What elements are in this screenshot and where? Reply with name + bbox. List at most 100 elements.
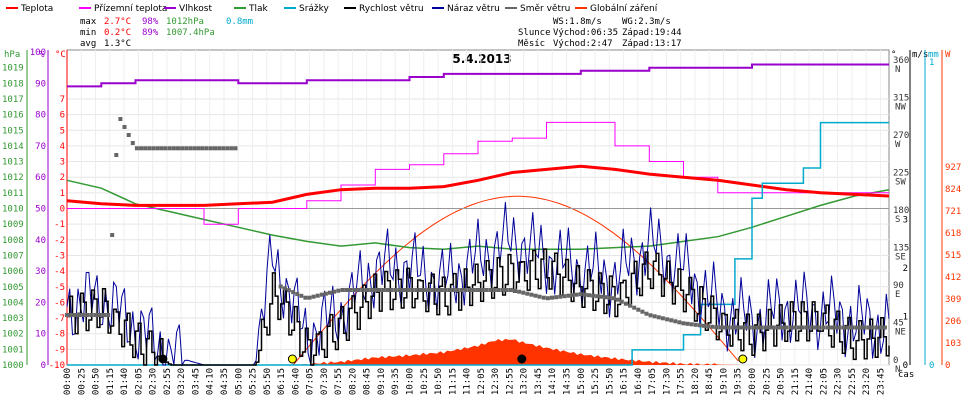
dir-tick-name-4: S: [895, 215, 900, 225]
smer-point: [106, 313, 111, 317]
dir-tick-deg-6: 270: [893, 131, 909, 141]
smer-point: [784, 325, 789, 330]
smer-point: [344, 288, 349, 292]
w-tick-5: 515: [945, 251, 961, 261]
x-tick-5: 02:05: [134, 368, 144, 395]
hpa-tick-17: 1017: [2, 95, 24, 105]
ms-tick-1: 1: [903, 313, 908, 323]
dir-tick-deg-8: 360: [893, 56, 909, 66]
dir-tick-name-2: E: [895, 290, 900, 300]
smer-point: [422, 288, 427, 292]
dir-tick-deg-0: 0: [893, 356, 898, 366]
series-smer-vetru: [65, 117, 887, 330]
smer-point: [225, 146, 230, 151]
smer-point: [739, 325, 743, 330]
smer-point: [582, 292, 587, 297]
smer-point: [854, 325, 859, 330]
x-tick-26: 10:50: [434, 368, 444, 395]
axis-unit-hpa: hPa: [4, 50, 20, 60]
x-tick-18: 07:30: [320, 368, 330, 395]
smer-point: [624, 301, 628, 306]
smer-point: [126, 133, 131, 137]
smer-point: [167, 146, 172, 151]
temp-tick-1: -9: [54, 345, 65, 355]
smer-point: [360, 288, 365, 292]
legend-label-5: Rychlost větru: [359, 4, 424, 14]
smer-point: [644, 311, 649, 316]
smer-point: [780, 325, 785, 330]
smer-point: [93, 313, 98, 317]
dir-tick-name-6: W: [895, 140, 901, 150]
smer-point: [73, 313, 78, 317]
temp-tick-0: -10: [49, 361, 65, 371]
info-moon-rise: Východ:2:47: [553, 39, 613, 49]
x-tick-13: 05:25: [249, 368, 259, 395]
smer-point: [821, 325, 826, 330]
x-tick-21: 08:45: [363, 368, 373, 395]
x-tick-23: 09:35: [391, 368, 401, 395]
smer-point: [447, 288, 452, 292]
x-tick-40: 16:40: [634, 368, 644, 395]
smer-point: [541, 295, 546, 300]
smer-point: [402, 288, 406, 292]
stat-label-max: max: [80, 17, 97, 27]
smer-point: [636, 307, 641, 312]
smer-point: [562, 294, 567, 299]
x-tick-19: 07:55: [334, 368, 344, 395]
smer-point: [163, 146, 168, 151]
sun-set-marker: [738, 354, 748, 364]
smer-point: [726, 325, 731, 330]
info-sun-set: Západ:19:44: [622, 28, 682, 38]
pct-tick-8: 80: [35, 111, 46, 121]
smer-point: [200, 146, 205, 151]
smer-point: [656, 315, 661, 320]
smer-point: [570, 293, 575, 298]
smer-point: [467, 288, 472, 292]
x-tick-4: 01:40: [120, 368, 130, 395]
smer-point: [348, 288, 353, 292]
temp-tick-16: 6: [60, 111, 65, 121]
stat-press-min: 1007.4hPa: [166, 28, 215, 38]
smer-point: [558, 294, 563, 299]
moon-set-marker: [517, 354, 527, 364]
smer-point: [286, 288, 291, 293]
smer-point: [377, 288, 382, 292]
smer-point: [603, 295, 608, 300]
x-tick-43: 17:55: [677, 368, 687, 395]
legend-label-8: Globální záření: [590, 4, 658, 14]
smer-point: [455, 288, 460, 292]
info-ws: WS:1.8m/s: [553, 17, 602, 27]
x-tick-57: 23:45: [876, 368, 886, 395]
dir-tick-deg-3: 135: [893, 244, 909, 254]
legend-label-3: Tlak: [248, 4, 269, 14]
x-tick-22: 09:10: [377, 368, 387, 395]
axis-unit-temp: °C: [55, 50, 66, 60]
smer-point: [471, 288, 476, 292]
x-axis-label: čas: [898, 369, 914, 380]
pct-tick-5: 50: [35, 205, 46, 215]
smer-point: [426, 288, 431, 292]
smer-point: [718, 325, 723, 330]
smer-point: [373, 288, 378, 292]
hpa-tick-0: 1000: [2, 361, 24, 371]
smer-point: [702, 323, 706, 328]
dir-tick-deg-4: 180: [893, 206, 909, 216]
smer-point: [665, 317, 670, 322]
smer-point: [110, 233, 115, 237]
hpa-tick-2: 1002: [2, 330, 24, 340]
x-tick-42: 17:30: [662, 368, 672, 395]
x-tick-50: 20:50: [777, 368, 787, 395]
temp-tick-11: 1: [60, 189, 65, 199]
stat-hum-max: 98%: [142, 17, 159, 27]
x-tick-48: 20:00: [748, 368, 758, 395]
temp-tick-2: -8: [54, 330, 65, 340]
smer-point: [451, 288, 456, 292]
smer-point: [878, 325, 883, 330]
smer-point: [525, 291, 530, 296]
x-tick-36: 15:00: [577, 368, 587, 395]
smer-point: [550, 295, 554, 300]
smer-point: [151, 146, 156, 151]
pct-tick-10: 100: [30, 48, 46, 58]
hpa-tick-3: 1003: [2, 314, 24, 324]
smer-point: [492, 288, 497, 292]
